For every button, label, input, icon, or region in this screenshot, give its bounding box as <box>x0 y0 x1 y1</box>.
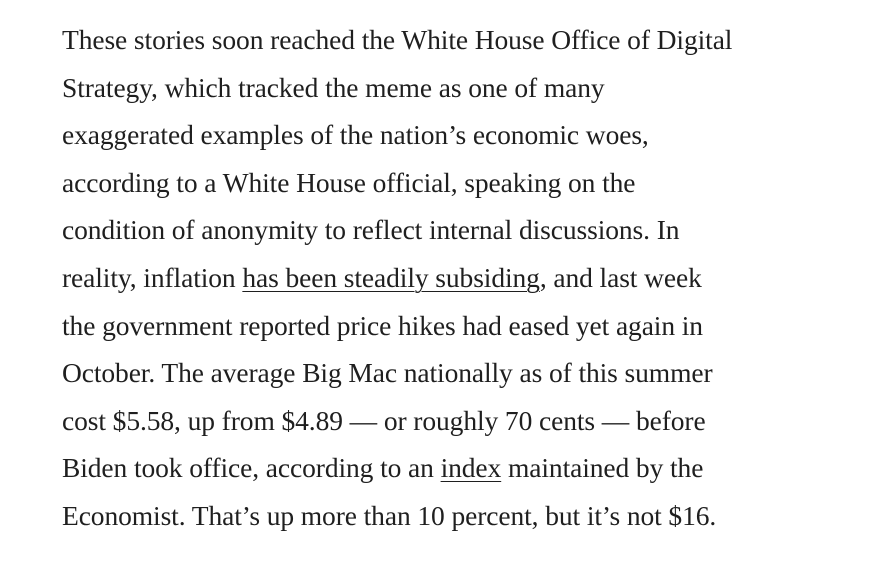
paragraph-line: condition of anonymity to reflect intern… <box>62 214 680 246</box>
paragraph-line: Strategy, which tracked the meme as one … <box>62 71 605 103</box>
paragraph-line: These stories soon reached the White Hou… <box>62 24 733 55</box>
line-text: maintained by the <box>501 452 704 484</box>
paragraph-line: according to a White House official, spe… <box>62 166 636 198</box>
line-text: Biden took office, according to an <box>62 452 441 484</box>
paragraph-line: the government reported price hikes had … <box>62 309 703 341</box>
paragraph-line: Economist. That’s up more than 10 percen… <box>62 499 717 531</box>
line-text: reality, inflation <box>62 261 243 293</box>
paragraph-line: exaggerated examples of the nation’s eco… <box>62 119 649 151</box>
paragraph-line: cost $5.58, up from $4.89 — or roughly 7… <box>62 404 706 436</box>
inflation-subsiding-link[interactable]: has been steadily subsiding <box>242 261 540 293</box>
line-text: , and last week <box>539 261 702 293</box>
paragraph-line: reality, inflation has been steadily sub… <box>62 254 882 302</box>
big-mac-index-link[interactable]: index <box>440 452 502 484</box>
paragraph-line: Biden took office, according to an index… <box>62 444 882 492</box>
paragraph-line: October. The average Big Mac nationally … <box>62 357 713 389</box>
article-paragraph: These stories soon reached the White Hou… <box>62 16 882 540</box>
